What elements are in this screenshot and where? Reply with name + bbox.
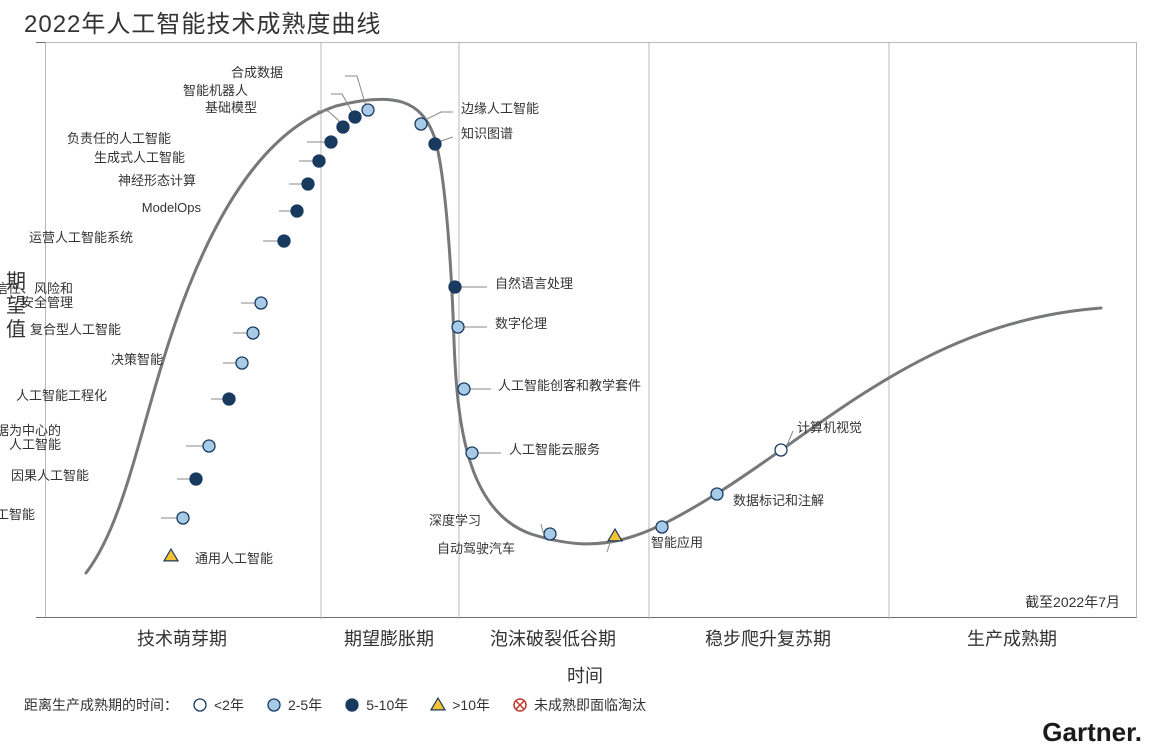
plot-area: 通用人工智能基于物理的人工智能因果人工智能以数据为中心的人工智能人工智能工程化决…: [45, 42, 1137, 618]
tech-marker: 通用人工智能: [164, 549, 273, 566]
legend-prefix: 距离生产成熟期的时间：: [24, 695, 178, 715]
phase-label: 期望膨胀期: [309, 625, 469, 651]
circle-icon: [344, 697, 360, 713]
tech-label: 智能机器人: [183, 83, 248, 98]
gartner-logo: Gartner.: [1042, 717, 1142, 748]
tech-label: 神经形态计算: [118, 173, 196, 188]
tech-marker: 人工智能工程化: [16, 388, 235, 405]
hype-cycle-chart: 2022年人工智能技术成熟度曲线 期望值 通用人工智能基于物理的人工智能因果人工…: [0, 0, 1170, 754]
tech-label: ModelOps: [142, 200, 202, 215]
tech-marker: 以数据为中心的人工智能: [0, 423, 215, 452]
tech-label: 基础模型: [205, 100, 257, 115]
tech-marker: 复合型人工智能: [30, 322, 259, 339]
triangle-icon: [430, 697, 446, 713]
phase-label: 技术萌芽期: [102, 625, 262, 651]
tech-marker: 神经形态计算: [118, 173, 314, 190]
tech-marker: 自然语言处理: [449, 276, 573, 293]
tech-label: 边缘人工智能: [461, 101, 539, 116]
tech-label: 生成式人工智能: [94, 150, 185, 165]
legend-item: <2年: [192, 695, 244, 715]
tech-marker: 决策智能: [111, 352, 248, 369]
tech-label: 数字伦理: [495, 316, 547, 331]
tech-label: 决策智能: [111, 352, 163, 367]
phase-label: 稳步爬升复苏期: [688, 625, 848, 651]
legend-label: >10年: [452, 695, 490, 715]
tech-label: 人工智能创客和教学套件: [498, 378, 641, 393]
phase-label: 泡沫破裂低谷期: [473, 625, 633, 651]
tech-label: 智能应用: [651, 535, 703, 550]
tech-marker: 基于物理的人工智能: [0, 507, 189, 524]
circle-icon: [192, 697, 208, 713]
tech-label: 负责任的人工智能: [67, 131, 171, 146]
tech-label: 人工智能工程化: [16, 388, 107, 403]
legend-label: 2-5年: [288, 695, 322, 715]
tech-label: 以数据为中心的人工智能: [0, 423, 61, 452]
tech-marker: 生成式人工智能: [94, 150, 325, 167]
tech-marker: 数据标记和注解: [711, 488, 824, 508]
hype-curve: [86, 99, 1101, 573]
tech-marker: 计算机视觉: [775, 420, 862, 456]
legend-item: 5-10年: [344, 695, 408, 715]
legend-item: >10年: [430, 695, 490, 715]
tech-label: 复合型人工智能: [30, 322, 121, 337]
tech-label: 人工智能云服务: [509, 442, 600, 457]
legend-item: 未成熟即面临淘汰: [512, 695, 646, 715]
tech-marker: 人工智能信任、风险和安全管理: [0, 281, 267, 310]
tech-label: 计算机视觉: [797, 420, 862, 435]
tech-label: 合成数据: [231, 65, 283, 80]
tech-marker: 知识图谱: [429, 126, 513, 150]
circle-icon: [266, 697, 282, 713]
tech-marker: 基础模型: [205, 100, 349, 133]
tech-label: 深度学习: [429, 513, 481, 528]
tech-marker: 人工智能创客和教学套件: [458, 378, 641, 395]
tech-marker: 因果人工智能: [11, 468, 202, 485]
chart-title: 2022年人工智能技术成熟度曲线: [24, 4, 381, 39]
legend-label: <2年: [214, 695, 244, 715]
obsolete-icon: [512, 697, 528, 713]
x-axis-label: 时间: [0, 662, 1170, 688]
tech-marker: 运营人工智能系统: [29, 230, 290, 247]
tech-label: 数据标记和注解: [733, 493, 824, 508]
tech-marker: 数字伦理: [452, 316, 547, 333]
tech-label: 因果人工智能: [11, 468, 89, 483]
as-of-date: 截至2022年7月: [1025, 592, 1120, 612]
tech-label: 基于物理的人工智能: [0, 507, 35, 522]
legend-label: 未成熟即面临淘汰: [534, 695, 646, 715]
tech-label: 运营人工智能系统: [29, 230, 133, 245]
plot-svg: 通用人工智能基于物理的人工智能因果人工智能以数据为中心的人工智能人工智能工程化决…: [46, 43, 1138, 619]
tech-label: 知识图谱: [461, 126, 513, 141]
tech-marker: 人工智能云服务: [466, 442, 600, 459]
legend: 距离生产成熟期的时间： <2年 2-5年 5-10年 >10年 未成熟即面临淘汰: [24, 695, 646, 715]
tech-marker: 负责任的人工智能: [67, 131, 337, 148]
tech-label: 通用人工智能: [195, 551, 273, 566]
legend-item: 2-5年: [266, 695, 322, 715]
legend-label: 5-10年: [366, 695, 408, 715]
phase-label: 生产成熟期: [932, 625, 1092, 651]
tech-marker: 智能应用: [651, 521, 703, 550]
tech-label: 自动驾驶汽车: [437, 541, 515, 556]
tech-label: 自然语言处理: [495, 276, 573, 291]
